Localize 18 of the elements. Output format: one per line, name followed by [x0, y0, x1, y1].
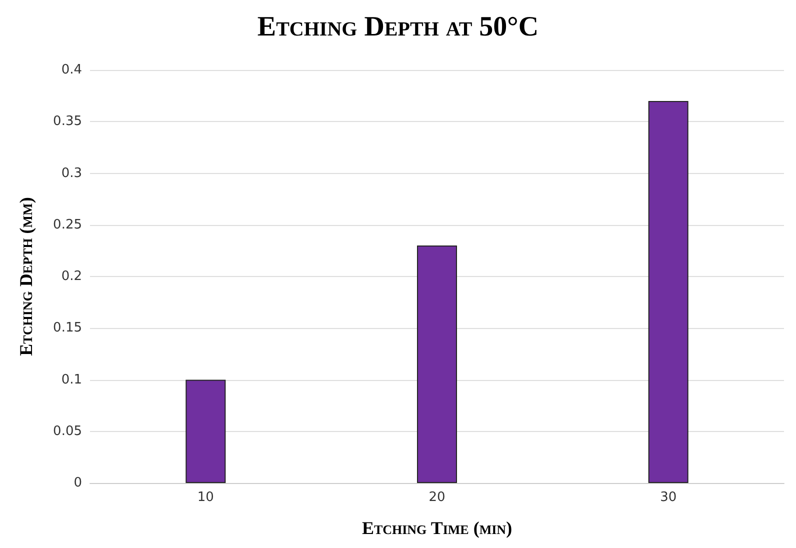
bar — [417, 246, 457, 483]
x-tick-label: 30 — [660, 490, 677, 505]
x-tick-label: 10 — [197, 490, 214, 505]
y-tick-label: 0.05 — [53, 424, 82, 439]
y-tick-label: 0.3 — [61, 166, 82, 181]
chart-title: Etching Depth at 50°C — [257, 12, 539, 42]
x-tick-label: 20 — [428, 490, 446, 505]
y-axis-title: Etching Depth (mm) — [16, 197, 36, 356]
y-tick-label: 0.4 — [61, 62, 82, 78]
y-tick-label: 0.1 — [61, 372, 82, 388]
bar — [186, 380, 226, 483]
y-tick-label: 0.25 — [53, 217, 82, 232]
y-tick-label: 0.35 — [53, 114, 82, 130]
y-tick-label: 0.15 — [53, 320, 82, 336]
bar — [648, 100, 688, 483]
x-axis-title: Etching Time (min) — [362, 518, 512, 538]
y-tick-label: 0 — [74, 476, 82, 490]
y-tick-label: 0.2 — [61, 269, 82, 284]
